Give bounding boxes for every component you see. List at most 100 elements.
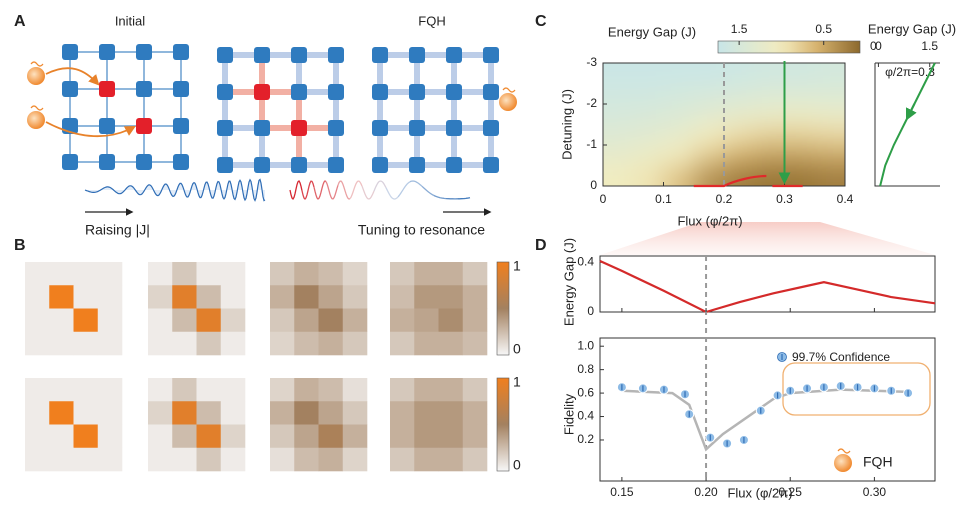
line-arrow bbox=[906, 103, 917, 121]
heat-cell bbox=[25, 285, 50, 309]
x-tick-label: 0.3 bbox=[776, 192, 793, 206]
y-tick-label: 0 bbox=[590, 178, 597, 192]
heat-cell bbox=[342, 447, 368, 472]
heat-cell bbox=[754, 145, 785, 166]
wave bbox=[458, 197, 471, 200]
heat-cell bbox=[414, 285, 439, 309]
heat-cell bbox=[814, 83, 845, 105]
heat-cell bbox=[784, 145, 816, 166]
heat-cell bbox=[49, 285, 74, 309]
site bbox=[173, 118, 189, 134]
x-axis-label: Flux (φ/2π) bbox=[677, 213, 742, 228]
heat-cell bbox=[784, 165, 816, 186]
heat-cell bbox=[318, 331, 344, 356]
site bbox=[446, 120, 462, 136]
heat-cell bbox=[220, 331, 246, 356]
heat-cell bbox=[294, 401, 319, 425]
heat-cell bbox=[603, 145, 634, 166]
heat-cell bbox=[294, 378, 319, 402]
heat-cell bbox=[25, 447, 50, 472]
highlight-box bbox=[782, 362, 931, 416]
site bbox=[136, 118, 152, 134]
site bbox=[217, 47, 233, 63]
heat-cell bbox=[270, 401, 295, 425]
heat-cell bbox=[196, 401, 222, 425]
heat-cell bbox=[414, 308, 439, 333]
panel-label: A bbox=[14, 13, 26, 30]
wave bbox=[301, 180, 315, 200]
heat-cell bbox=[25, 262, 50, 286]
x-tick-label: 0 bbox=[875, 39, 882, 53]
heat-cell bbox=[270, 262, 295, 286]
data-point bbox=[852, 382, 863, 393]
data-point bbox=[684, 409, 695, 420]
heat-cell bbox=[633, 124, 664, 146]
heat-cell bbox=[73, 447, 99, 472]
heat-cell bbox=[220, 424, 246, 449]
wave bbox=[325, 181, 339, 200]
heat-cell bbox=[390, 285, 415, 309]
heat-cell bbox=[73, 308, 99, 333]
heat-cell bbox=[414, 424, 439, 449]
x-tick-label: 0.1 bbox=[655, 192, 672, 206]
site bbox=[217, 84, 233, 100]
y-tick-label: 0.6 bbox=[577, 385, 594, 399]
heat-cell bbox=[693, 165, 725, 186]
heat-cell bbox=[693, 63, 725, 84]
heat-cell bbox=[814, 124, 845, 146]
x-tick-label: 0.2 bbox=[716, 192, 733, 206]
data-point bbox=[722, 438, 733, 449]
site bbox=[372, 157, 388, 173]
heat-cell bbox=[196, 447, 222, 472]
data-point bbox=[835, 381, 846, 392]
heat-cell bbox=[462, 285, 488, 309]
heat-cell bbox=[49, 447, 74, 472]
heat-cell bbox=[196, 378, 222, 402]
colorbar-tick-label: 0.5 bbox=[815, 22, 832, 36]
data-point bbox=[772, 390, 783, 401]
data-point bbox=[616, 382, 627, 393]
wave bbox=[361, 185, 375, 200]
heat-cell bbox=[148, 285, 173, 309]
heat-cell bbox=[220, 447, 246, 472]
colorbar-label: Energy Gap (J) bbox=[608, 24, 696, 39]
heat-cell bbox=[25, 378, 50, 402]
pump-arrow bbox=[45, 121, 136, 138]
heat-cell bbox=[438, 424, 464, 449]
heat-cell bbox=[73, 262, 99, 286]
heat-cell bbox=[390, 331, 415, 356]
heat-cell bbox=[663, 124, 695, 146]
data-point bbox=[755, 405, 766, 416]
heat-cell bbox=[603, 124, 634, 146]
colorbar-tick-label: 1 bbox=[513, 258, 521, 274]
heat-cell bbox=[294, 308, 319, 333]
site bbox=[291, 47, 307, 63]
heat-cell bbox=[693, 145, 725, 166]
site bbox=[99, 118, 115, 134]
y-tick-label: 0.2 bbox=[577, 432, 594, 446]
heat-cell bbox=[663, 63, 695, 84]
heat-cell bbox=[342, 262, 368, 286]
heat-cell bbox=[693, 124, 725, 146]
heat-cell bbox=[814, 165, 845, 186]
heat-cell bbox=[603, 63, 634, 84]
heat-cell bbox=[270, 308, 295, 333]
heat-cell bbox=[438, 378, 464, 402]
site bbox=[328, 47, 344, 63]
heat-cell bbox=[342, 308, 368, 333]
site bbox=[483, 84, 499, 100]
heat-cell bbox=[196, 331, 222, 356]
heat-cell bbox=[784, 104, 816, 125]
site bbox=[136, 81, 152, 97]
site bbox=[328, 157, 344, 173]
x-tick-label: 0.4 bbox=[837, 192, 854, 206]
heat-cell bbox=[49, 401, 74, 425]
heat-cell bbox=[318, 262, 344, 286]
heat-cell bbox=[148, 262, 173, 286]
x-axis-label: Flux (φ/2π) bbox=[727, 485, 792, 500]
heat-cell bbox=[414, 447, 439, 472]
heat-cell bbox=[633, 63, 664, 84]
legend-label: 99.7% Confidence bbox=[792, 350, 890, 364]
data-point bbox=[680, 389, 691, 400]
